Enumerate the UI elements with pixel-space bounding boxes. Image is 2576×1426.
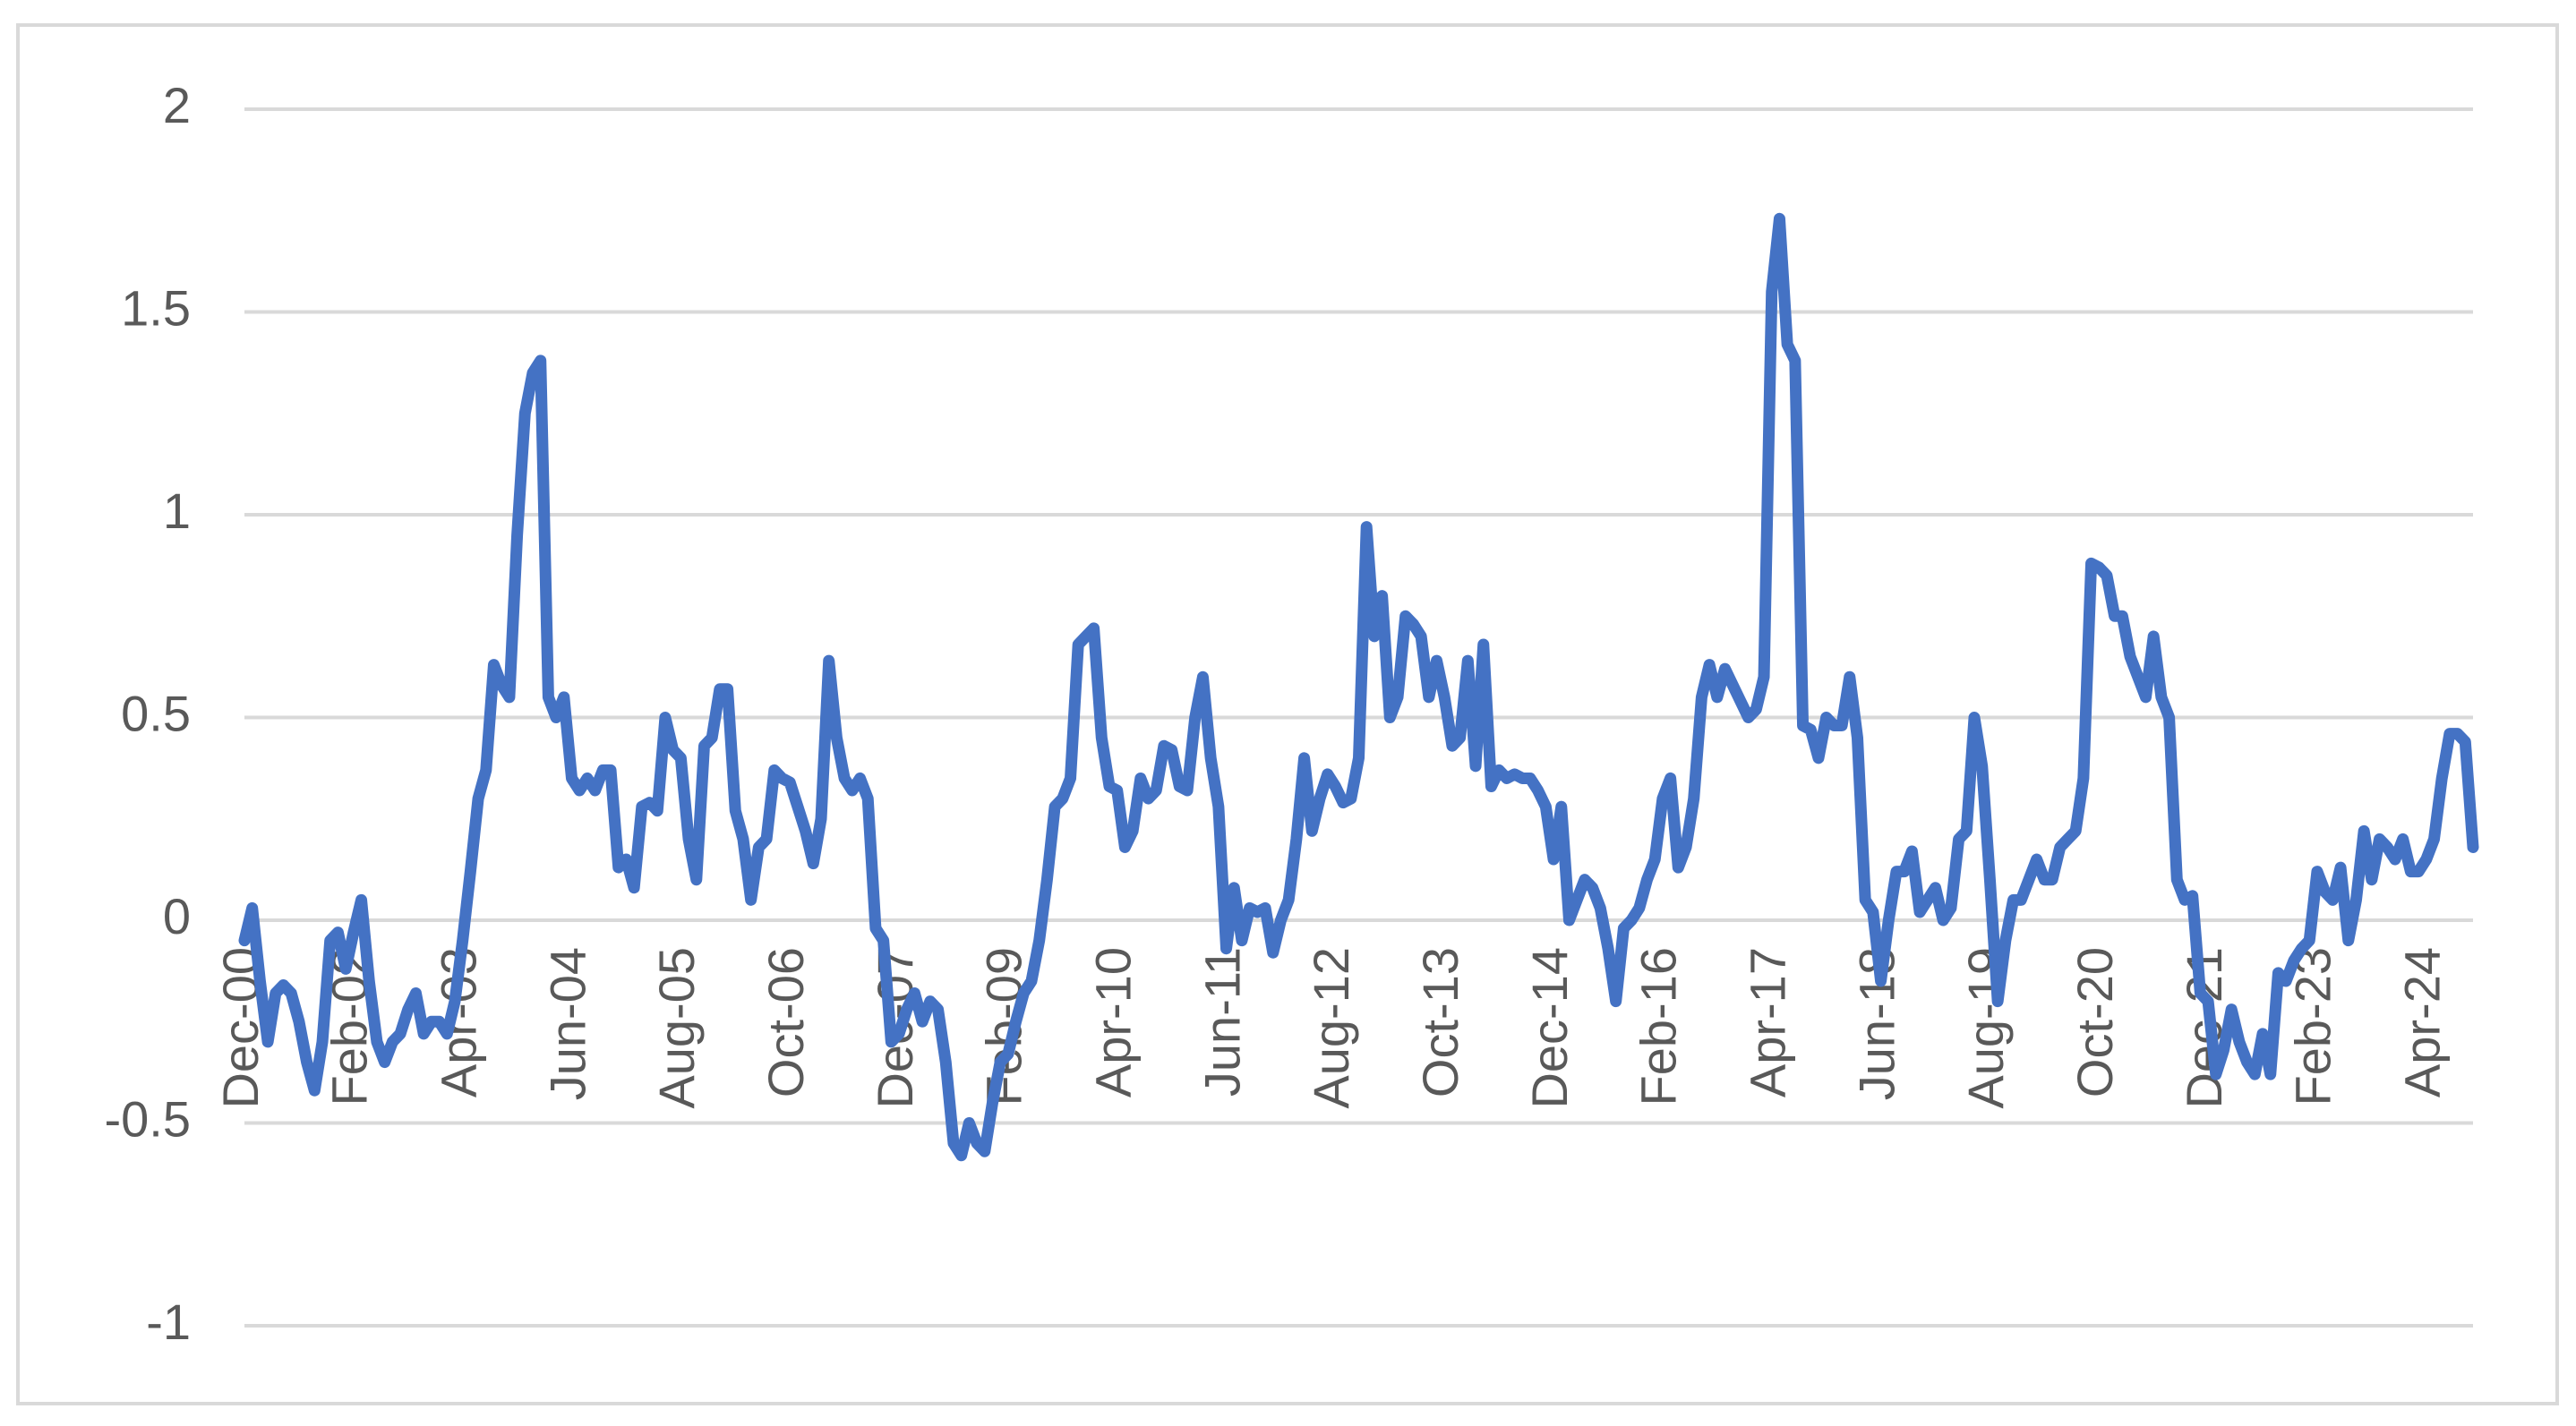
- x-tick-label: Dec-14: [1521, 947, 1578, 1109]
- x-tick-label: Aug-12: [1303, 947, 1359, 1109]
- x-tick-label: Feb-16: [1630, 947, 1687, 1106]
- x-tick-label: Oct-13: [1412, 947, 1468, 1097]
- y-tick-label: 1.5: [121, 279, 191, 336]
- y-tick-label: -1: [146, 1294, 191, 1350]
- y-tick-label: 2: [163, 77, 191, 133]
- x-tick-label: Apr-24: [2394, 947, 2451, 1097]
- x-tick-label: Apr-17: [1740, 947, 1796, 1097]
- data-line: [238, 212, 2479, 1162]
- y-tick-label: 1: [163, 482, 191, 539]
- y-tick-label: -0.5: [105, 1090, 192, 1147]
- x-tick-label: Jun-04: [539, 947, 595, 1100]
- x-tick-label: Aug-05: [648, 947, 705, 1109]
- x-tick-label: Feb-09: [976, 947, 1032, 1106]
- x-tick-label: Jun-11: [1194, 947, 1250, 1097]
- y-tick-label: 0: [163, 888, 191, 944]
- y-tick-label: 0.5: [121, 685, 191, 741]
- x-tick-label: Apr-10: [1085, 947, 1142, 1097]
- x-tick-label: Oct-20: [2067, 947, 2123, 1097]
- x-tick-label: Oct-06: [757, 947, 814, 1097]
- chart-border: [16, 23, 2559, 1405]
